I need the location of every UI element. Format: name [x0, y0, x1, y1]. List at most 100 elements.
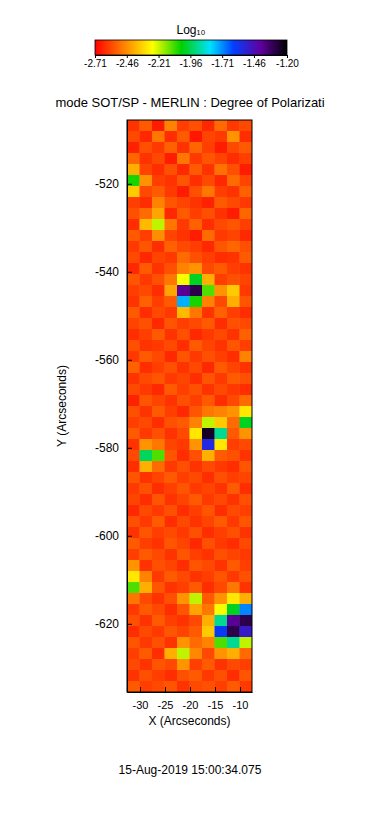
heatmap-cell [240, 450, 253, 461]
heatmap-cell [177, 153, 190, 164]
heatmap-cell [202, 241, 215, 252]
heatmap-cell [227, 373, 240, 384]
heatmap-cell [152, 549, 165, 560]
heatmap-cell [177, 615, 190, 626]
heatmap-cell [227, 637, 240, 648]
heatmap-cell [240, 142, 253, 153]
heatmap-cell [140, 538, 153, 549]
heatmap-cell [215, 318, 228, 329]
heatmap-cell [190, 527, 203, 538]
heatmap-cell [190, 395, 203, 406]
heatmap-cell [215, 549, 228, 560]
heatmap-cell [165, 307, 178, 318]
heatmap-cell [177, 428, 190, 439]
heatmap-cell [127, 494, 140, 505]
heatmap-cell [152, 197, 165, 208]
heatmap-cell [177, 142, 190, 153]
heatmap-cell [215, 153, 228, 164]
heatmap-cell [177, 197, 190, 208]
heatmap-cell [140, 208, 153, 219]
heatmap-cell [152, 142, 165, 153]
heatmap-cell [165, 549, 178, 560]
heatmap-cell [227, 483, 240, 494]
tick: -600 [95, 529, 132, 543]
heatmap-cell [202, 307, 215, 318]
heatmap-cell [227, 120, 240, 131]
heatmap-cell [152, 571, 165, 582]
heatmap-cell [152, 329, 165, 340]
tick: -540 [95, 265, 132, 279]
heatmap-cell [240, 241, 253, 252]
heatmap-cell [140, 439, 153, 450]
heatmap-cell [215, 230, 228, 241]
heatmap-cell [190, 274, 203, 285]
heatmap-cell [227, 516, 240, 527]
heatmap-cell [240, 571, 253, 582]
heatmap-cell [190, 153, 203, 164]
heatmap-cell [190, 571, 203, 582]
title: mode SOT/SP - MERLIN : Degree of Polariz… [55, 95, 324, 110]
heatmap-cell [140, 131, 153, 142]
heatmap-cell [165, 450, 178, 461]
heatmap-cell [190, 406, 203, 417]
heatmap-cell [190, 615, 203, 626]
heatmap-cell [215, 208, 228, 219]
heatmap-cell [202, 516, 215, 527]
heatmap-cell [227, 285, 240, 296]
heatmap-cell [190, 373, 203, 384]
heatmap-cell [202, 274, 215, 285]
heatmap-cell [190, 219, 203, 230]
heatmap-cell [240, 285, 253, 296]
heatmap-cell [127, 131, 140, 142]
colorbar-axis: -2.71-2.46-2.21-1.96-1.71-1.46-1.20 [84, 55, 299, 69]
tick: -1.71 [211, 55, 234, 69]
heatmap-cell [240, 175, 253, 186]
heatmap-cell [127, 560, 140, 571]
heatmap-cell [190, 472, 203, 483]
heatmap-cell [227, 472, 240, 483]
heatmap-cell [177, 670, 190, 681]
heatmap-cell [165, 626, 178, 637]
heatmap-cell [240, 274, 253, 285]
heatmap-cell [140, 285, 153, 296]
heatmap-cell [127, 373, 140, 384]
heatmap-cell [215, 560, 228, 571]
heatmap-cell [165, 593, 178, 604]
heatmap-cell [165, 120, 178, 131]
heatmap-cell [227, 439, 240, 450]
heatmap-cell [215, 351, 228, 362]
heatmap-cell [190, 252, 203, 263]
heatmap-cell [227, 351, 240, 362]
heatmap-cell [152, 186, 165, 197]
heatmap-cell [177, 417, 190, 428]
heatmap-cell [215, 637, 228, 648]
heatmap-cell [140, 527, 153, 538]
tick-label: -30 [133, 699, 149, 711]
heatmap-cell [202, 604, 215, 615]
heatmap-cell [227, 164, 240, 175]
heatmap-cell [127, 153, 140, 164]
heatmap-cell [227, 307, 240, 318]
heatmap-cell [165, 428, 178, 439]
heatmap-cell [140, 307, 153, 318]
heatmap-cell [202, 659, 215, 670]
heatmap-cell [127, 175, 140, 186]
heatmap-cell [177, 604, 190, 615]
heatmap-cell [152, 285, 165, 296]
tick-mark [127, 536, 132, 537]
heatmap-cell [177, 681, 190, 692]
heatmap-cell [177, 406, 190, 417]
heatmap-cell [202, 549, 215, 560]
heatmap-cell [240, 307, 253, 318]
heatmap-cell [215, 164, 228, 175]
heatmap-cell [177, 318, 190, 329]
heatmap-cell [165, 395, 178, 406]
heatmap-cell [140, 582, 153, 593]
heatmap-cell [240, 329, 253, 340]
tick-mark [165, 687, 166, 692]
heatmap-cell [215, 582, 228, 593]
heatmap-cell [165, 318, 178, 329]
heatmap-cell [165, 252, 178, 263]
heatmap-cell [240, 197, 253, 208]
heatmap-cell [215, 527, 228, 538]
